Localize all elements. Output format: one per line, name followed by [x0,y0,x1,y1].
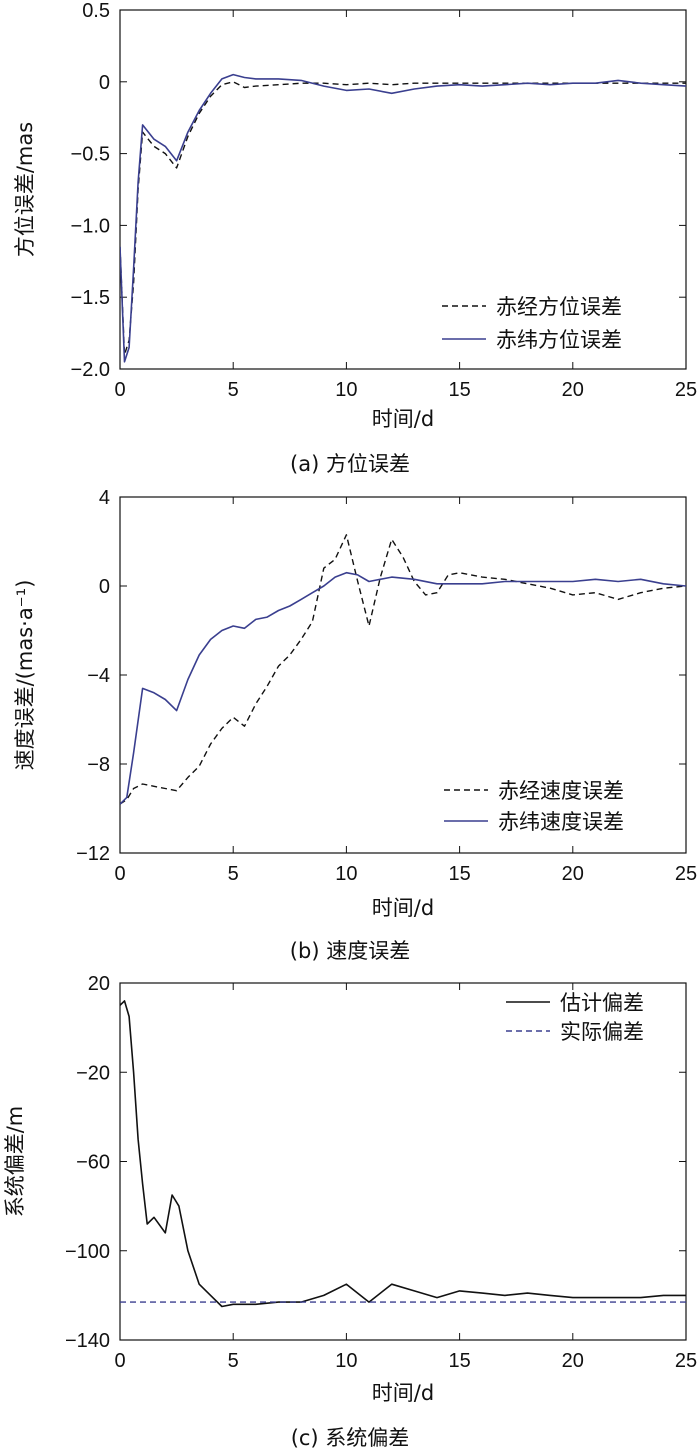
panel-caption: (b) 速度误差 [290,939,410,963]
x-tick-label: 25 [675,1350,697,1372]
y-tick-label: −2.0 [71,359,110,381]
x-tick-label: 15 [448,379,470,401]
x-tick-label: 0 [114,379,125,401]
series-line-2 [120,571,686,805]
panel-caption: (a) 方位误差 [290,452,410,476]
series-line-2 [120,73,686,363]
legend-label: 估计偏差 [560,991,644,1015]
y-axis-label: 系统偏差/m [3,1106,27,1218]
x-tick-label: 5 [228,379,239,401]
chart-panel-1: 0 5 10 15 20 25 0.5 0 −0.5 −1.0 −1.5 −2.0 赤经方位误差赤纬方位… [13,0,697,476]
series-line-1 [120,534,686,805]
x-tick-label: 0 [114,1350,125,1372]
legend-label: 赤经方位误差 [496,295,622,319]
y-tick-label: −1.5 [71,287,110,309]
x-tick-label: 10 [335,1350,357,1372]
y-tick-label: −8 [87,754,110,776]
y-tick-label: −0.5 [71,144,110,166]
legend-label: 赤经速度误差 [498,779,624,803]
y-tick-label: 0 [99,72,110,94]
legend-label: 赤纬方位误差 [496,328,622,352]
x-tick-label: 10 [335,379,357,401]
x-tick-label: 0 [114,863,125,885]
x-tick-label: 20 [562,379,584,401]
y-tick-label: −4 [87,665,110,687]
y-tick-label: 4 [99,487,110,509]
x-tick-label: 5 [228,1350,239,1372]
x-tick-label: 20 [562,863,584,885]
y-axis-label: 方位误差/mas [13,122,37,257]
y-tick-label: −60 [76,1152,110,1174]
x-tick-label: 10 [335,863,357,885]
y-tick-label: 0 [99,576,110,598]
legend-label: 实际偏差 [560,1020,644,1044]
y-tick-label: 0.5 [82,0,110,22]
x-tick-label: 20 [562,1350,584,1372]
x-axis-label: 时间/d [372,1381,434,1405]
y-tick-label: −100 [65,1241,110,1263]
plot-frame [119,9,687,370]
legend-label: 赤纬速度误差 [498,810,624,834]
x-axis-label: 时间/d [372,896,434,920]
x-axis-label: 时间/d [372,407,434,431]
y-tick-label: −1.0 [71,215,110,237]
y-axis-label: 速度误差/(mas·a⁻¹) [13,580,37,771]
panel-caption: (c) 系统偏差 [291,1426,410,1450]
x-tick-label: 15 [448,863,470,885]
series-line-1 [120,81,686,356]
y-tick-label: −140 [65,1330,110,1352]
y-tick-label: 20 [88,973,110,995]
x-tick-label: 15 [448,1350,470,1372]
y-tick-label: −20 [76,1062,110,1084]
x-tick-label: 25 [675,863,697,885]
x-tick-label: 25 [675,379,697,401]
x-tick-label: 5 [228,863,239,885]
y-tick-label: −12 [76,843,110,865]
series-line-1 [120,1000,686,1308]
